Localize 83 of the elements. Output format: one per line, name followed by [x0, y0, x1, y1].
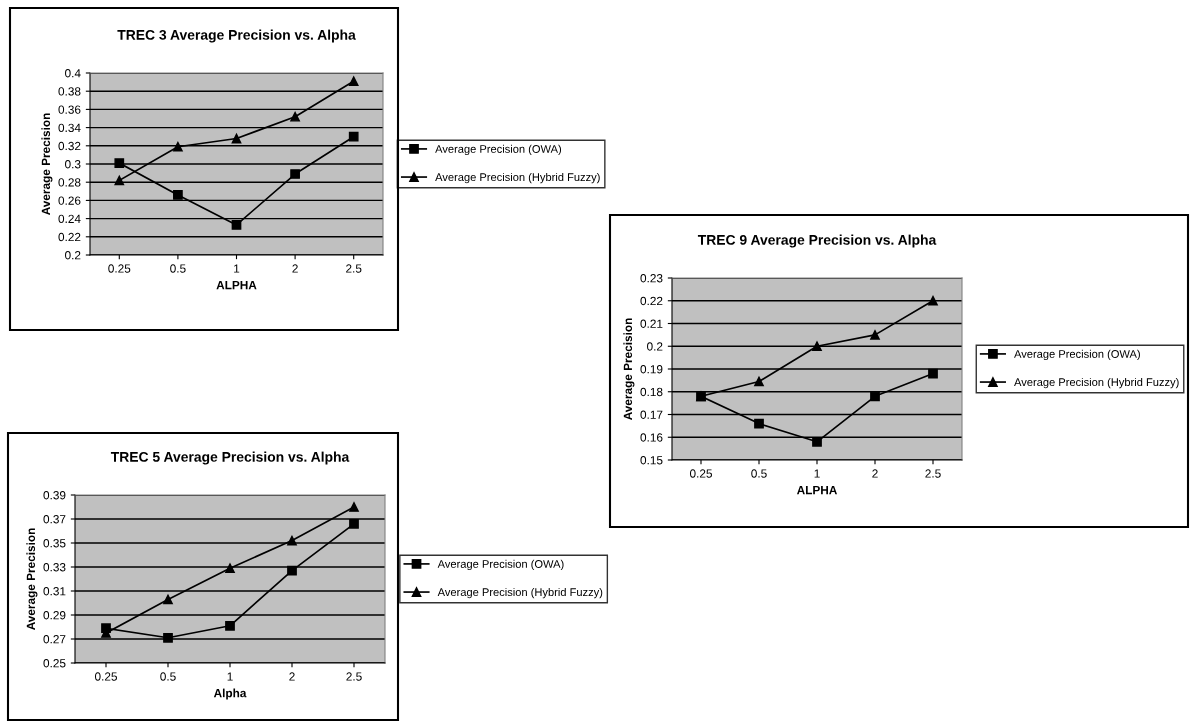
x-axis-title: ALPHA — [796, 486, 838, 495]
y-tick-label: 0.27 — [43, 635, 66, 644]
x-tick-label: 0.25 — [94, 672, 117, 681]
point — [290, 169, 300, 179]
x-tick-label: 2 — [872, 469, 878, 478]
x-tick-label: 1 — [814, 469, 820, 478]
x-axis-title: Alpha — [213, 688, 247, 700]
legend-label: Average Precision (Hybrid Fuzzy) — [435, 172, 600, 184]
y-tick-label: 0.15 — [640, 456, 663, 465]
y-tick-label: 0.24 — [58, 214, 81, 223]
point — [287, 535, 297, 546]
y-tick-label: 0.19 — [640, 365, 663, 374]
point — [812, 341, 822, 352]
y-tick-label: 0.16 — [640, 433, 663, 442]
point — [114, 158, 125, 168]
y-tick-label: 0.22 — [58, 232, 81, 242]
x-tick-label: 2 — [289, 672, 295, 681]
y-tick-label: 0.17 — [640, 410, 663, 419]
point — [754, 418, 764, 429]
x-tick-label: 2.5 — [925, 469, 941, 478]
y-tick-label: 0.2 — [65, 251, 81, 260]
legend-label: Average Precision (Hybrid Fuzzy) — [1014, 377, 1179, 389]
x-tick-label: 1 — [227, 672, 233, 681]
point — [231, 220, 242, 230]
y-tick-label: 0.33 — [43, 563, 66, 572]
x-tick-label: 2 — [292, 264, 298, 273]
y-tick-label: 0.34 — [58, 123, 81, 132]
point — [349, 502, 359, 512]
y-tick-label: 0.18 — [640, 387, 663, 397]
point — [173, 141, 183, 152]
x-tick-label: 0.5 — [170, 264, 186, 273]
y-tick-label: 0.35 — [43, 539, 66, 548]
point — [754, 376, 764, 387]
x-tick-label: 0.25 — [689, 469, 712, 478]
y-tick-label: 0.23 — [640, 274, 663, 283]
point — [163, 632, 173, 643]
x-axis-title: ALPHA — [216, 281, 257, 290]
point — [225, 620, 235, 631]
point — [114, 175, 125, 186]
y-tick-label: 0.22 — [640, 296, 663, 306]
legend-label: Average Precision (OWA) — [435, 144, 562, 156]
legend-label: Average Precision (Hybrid Fuzzy) — [437, 587, 603, 599]
point — [231, 133, 242, 144]
y-tick-label: 0.26 — [58, 196, 81, 205]
x-tick-label: 0.5 — [751, 469, 767, 478]
y-tick-label: 0.3 — [65, 160, 81, 169]
point — [870, 391, 880, 402]
point — [173, 190, 183, 200]
x-tick-label: 0.25 — [108, 264, 131, 273]
y-tick-label: 0.2 — [647, 342, 663, 351]
point — [349, 518, 359, 529]
point — [163, 594, 173, 605]
chart-title: TREC 3 Average Precision vs. Alpha — [117, 29, 356, 43]
y-tick-label: 0.38 — [58, 87, 81, 96]
legend-label: Average Precision (OWA) — [437, 559, 564, 571]
x-tick-label: 1 — [234, 264, 240, 273]
y-tick-label: 0.29 — [43, 611, 66, 620]
y-axis-title: Average Precision — [623, 318, 635, 420]
y-tick-label: 0.4 — [65, 69, 81, 78]
point — [870, 330, 880, 340]
point — [290, 111, 300, 122]
chart-title: TREC 9 Average Precision vs. Alpha — [697, 234, 937, 248]
x-tick-label: 2.5 — [346, 672, 362, 681]
point — [348, 76, 359, 87]
y-axis-title: Average Precision — [26, 528, 38, 630]
legend-label: Average Precision (OWA) — [1014, 349, 1140, 361]
point — [348, 131, 359, 142]
y-axis-title: Average Precision — [41, 113, 53, 215]
x-tick-label: 0.5 — [160, 672, 176, 681]
point — [225, 563, 235, 574]
x-tick-label: 2.5 — [346, 264, 362, 273]
chart-title: TREC 5 Average Precision vs. Alpha — [110, 451, 350, 465]
point — [928, 368, 938, 379]
y-tick-label: 0.31 — [43, 587, 66, 596]
y-tick-label: 0.32 — [58, 141, 81, 151]
point — [928, 295, 938, 306]
y-tick-label: 0.37 — [43, 515, 66, 524]
y-tick-label: 0.39 — [43, 491, 66, 500]
y-tick-label: 0.25 — [43, 659, 66, 668]
point — [287, 565, 297, 576]
y-tick-label: 0.36 — [58, 105, 81, 114]
y-tick-label: 0.21 — [640, 319, 663, 328]
y-tick-label: 0.28 — [58, 178, 81, 187]
